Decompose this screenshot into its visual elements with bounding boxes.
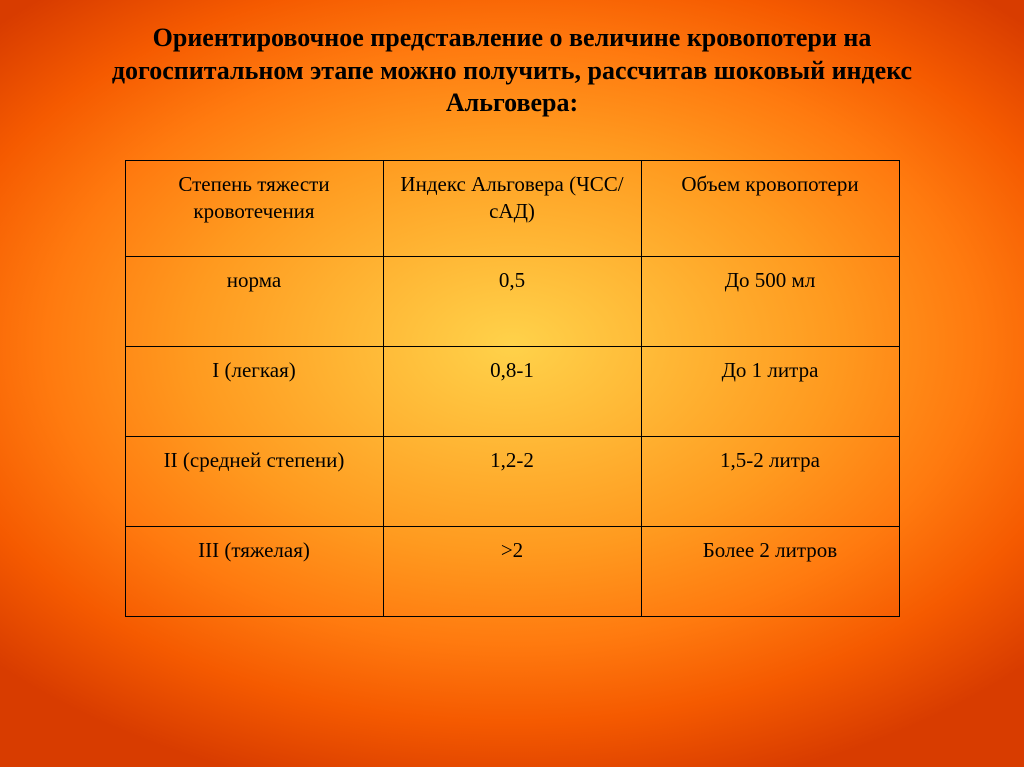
cell-index: 1,2-2 <box>383 436 641 526</box>
col-header-volume: Объем кровопотери <box>641 160 899 256</box>
cell-volume: 1,5-2 литра <box>641 436 899 526</box>
col-header-index: Индекс Альговера (ЧСС/сАД) <box>383 160 641 256</box>
table-header-row: Степень тяжести кровотечения Индекс Альг… <box>125 160 899 256</box>
allgover-table: Степень тяжести кровотечения Индекс Альг… <box>125 160 900 617</box>
col-header-severity: Степень тяжести кровотечения <box>125 160 383 256</box>
cell-severity: I (легкая) <box>125 346 383 436</box>
cell-index: 0,5 <box>383 256 641 346</box>
cell-index: >2 <box>383 526 641 616</box>
cell-volume: До 1 литра <box>641 346 899 436</box>
cell-severity: III (тяжелая) <box>125 526 383 616</box>
cell-volume: Более 2 литров <box>641 526 899 616</box>
cell-severity: норма <box>125 256 383 346</box>
slide-title: Ориентировочное представление о величине… <box>62 22 962 120</box>
table-row: норма 0,5 До 500 мл <box>125 256 899 346</box>
slide: Ориентировочное представление о величине… <box>0 0 1024 767</box>
cell-index: 0,8-1 <box>383 346 641 436</box>
cell-volume: До 500 мл <box>641 256 899 346</box>
table-row: II (средней степени) 1,2-2 1,5-2 литра <box>125 436 899 526</box>
table-row: I (легкая) 0,8-1 До 1 литра <box>125 346 899 436</box>
cell-severity: II (средней степени) <box>125 436 383 526</box>
table-row: III (тяжелая) >2 Более 2 литров <box>125 526 899 616</box>
